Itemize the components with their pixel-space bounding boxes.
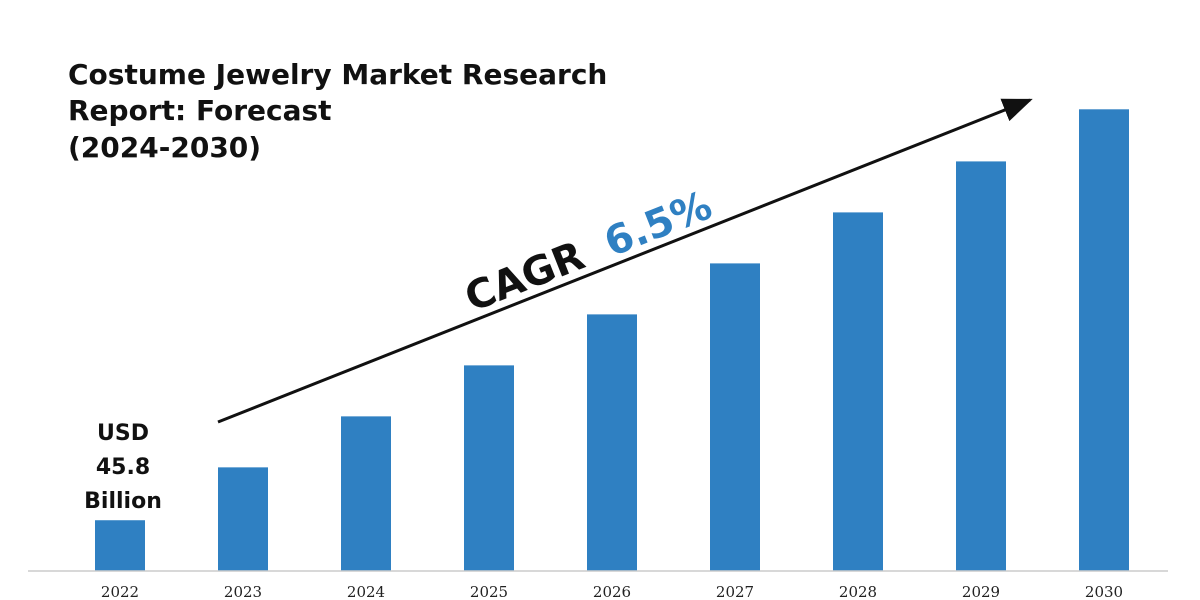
bar-2026 [587, 314, 637, 571]
x-tick-label-2025: 2025 [470, 583, 508, 600]
start-value-label: USD 45.8 Billion [84, 421, 162, 514]
bar-2028 [833, 212, 883, 572]
bar-2024 [341, 416, 391, 571]
x-tick-label-2029: 2029 [962, 583, 1000, 600]
x-tick-label-2022: 2022 [101, 583, 139, 600]
x-tick-label-2027: 2027 [716, 583, 754, 600]
bar-series [95, 109, 1129, 572]
bar-2025 [464, 365, 514, 571]
x-tick-label-2028: 2028 [839, 583, 877, 600]
growth-trend-arrow [217, 98, 1033, 424]
cagr-annotation: CAGR 6.5% [459, 183, 718, 322]
bar-2030 [1079, 109, 1129, 571]
x-tick-label-2024: 2024 [347, 583, 385, 600]
start-label-currency: USD [97, 421, 149, 446]
chart-title: Costume Jewelry Market Research Report: … [68, 58, 607, 164]
bar-2022 [95, 520, 145, 571]
cagr-value: 6.5% [598, 183, 718, 267]
bar-2023 [218, 467, 268, 571]
title-line-3: (2024-2030) [68, 131, 261, 164]
x-tick-label-2030: 2030 [1085, 583, 1123, 600]
cagr-label: CAGR [459, 233, 591, 321]
start-label-unit: Billion [84, 489, 162, 514]
bar-2029 [956, 161, 1006, 571]
x-tick-label-2023: 2023 [224, 583, 262, 600]
title-line-1: Costume Jewelry Market Research [68, 58, 607, 91]
title-line-2: Report: Forecast [68, 94, 332, 127]
start-label-value: 45.8 [96, 455, 150, 480]
x-tick-label-2026: 2026 [593, 583, 631, 600]
x-axis-tick-labels: 2022 2023 2024 2025 2026 2027 2028 2029 2030 [101, 583, 1123, 600]
bar-2027 [710, 263, 760, 571]
